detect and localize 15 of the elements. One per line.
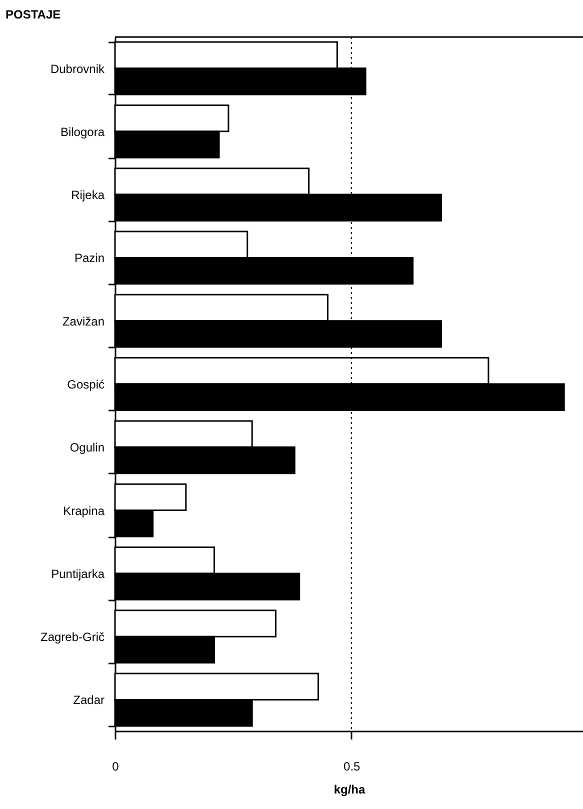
y-tick-label: Zavižan (62, 314, 104, 328)
y-tick-label: Rijeka (71, 188, 105, 202)
x-tick-label: 0.5 (344, 760, 361, 774)
y-tick-label: Bilogora (60, 124, 105, 139)
y-tick-label: Puntijarka (51, 566, 105, 581)
y-tick-label: Pazin (74, 251, 104, 266)
y-tick-label: Gospić (67, 378, 104, 392)
y-tick-label: Zagreb-Grič (40, 630, 104, 644)
y-tick-label: Ogulin (70, 440, 104, 455)
x-axis-title: kg/ha (334, 782, 366, 796)
y-tick-label: Dubrovnik (50, 62, 106, 76)
y-tick-label: Zadar (73, 693, 104, 708)
y-axis-title: POSTAJE (6, 8, 61, 22)
y-tick-label: Krapina (63, 504, 105, 518)
x-tick-label: 0 (112, 760, 120, 774)
